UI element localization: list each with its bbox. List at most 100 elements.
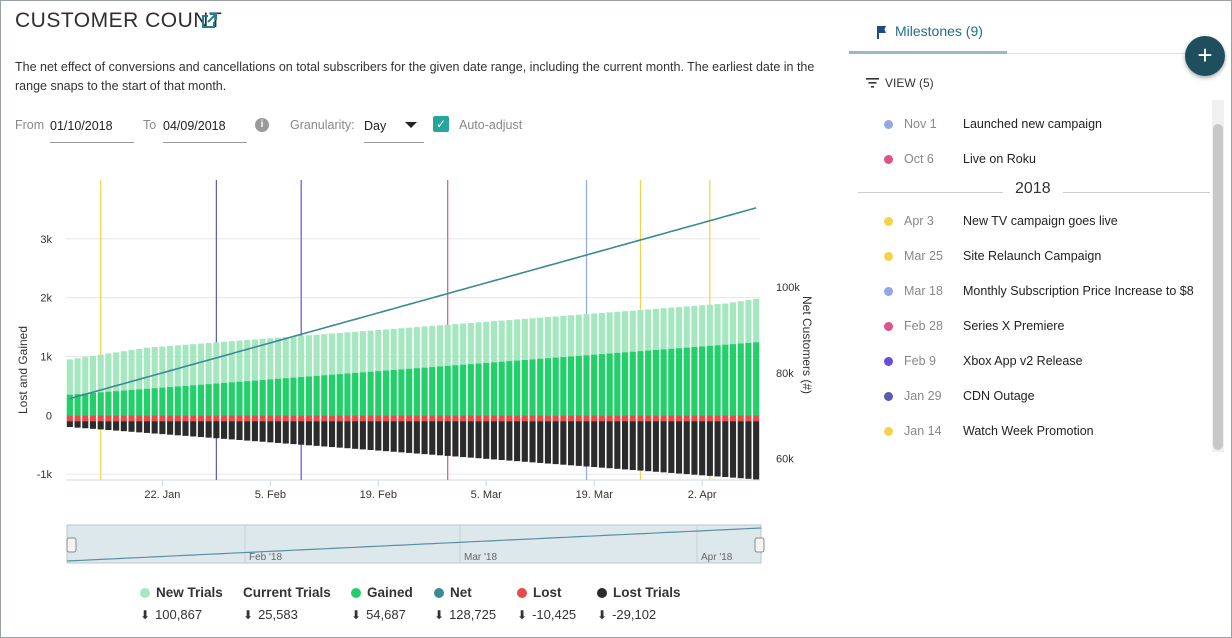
info-icon[interactable]: i <box>255 118 269 132</box>
lost-trials-bar <box>722 421 729 478</box>
right-tick-label: 60k <box>776 454 794 466</box>
gained-bar <box>737 343 744 416</box>
legend-item[interactable]: Current Trials ⬇ 25,583 <box>243 585 331 622</box>
view-filter-label: VIEW (5) <box>885 76 934 90</box>
chart-legend: New Trials ⬇ 100,867 Current Trials ⬇ 25,583 G… <box>140 585 700 630</box>
lost-trials-bar <box>629 421 636 470</box>
milestone-item[interactable]: Feb 9 Xbox App v2 Release <box>858 349 1210 384</box>
lost-bar <box>436 415 444 422</box>
gained-bar <box>213 383 220 416</box>
x-tick-label: 22. Jan <box>144 489 180 501</box>
new-trials-bar <box>205 342 212 416</box>
lost-bar <box>683 415 690 422</box>
gained-bar <box>475 363 482 416</box>
download-icon[interactable]: ⬇ <box>517 607 528 622</box>
gained-bar <box>313 375 320 416</box>
download-icon[interactable]: ⬇ <box>140 607 151 622</box>
legend-item[interactable]: Lost ⬇ -10,425 <box>517 585 576 622</box>
lost-bar <box>529 415 536 422</box>
gained-bar <box>113 391 120 416</box>
x-tick-label: 19. Feb <box>360 489 397 501</box>
legend-item[interactable]: New Trials ⬇ 100,867 <box>140 585 223 622</box>
lost-trials-bar <box>490 421 498 460</box>
gained-bar <box>583 355 590 416</box>
from-date-input[interactable]: 01/10/2018 <box>50 116 134 143</box>
gained-bar <box>336 374 343 416</box>
chevron-down-icon[interactable] <box>405 122 417 128</box>
milestone-item[interactable]: Jan 29 CDN Outage <box>858 384 1210 419</box>
gained-bar <box>521 360 528 416</box>
left-axis-label: Lost and Gained <box>16 326 30 414</box>
left-tick-label: 3k <box>40 234 52 246</box>
lost-trials-bar <box>113 421 120 431</box>
lost-trials-bar <box>560 421 567 465</box>
gained-bar <box>645 350 652 416</box>
milestone-item[interactable]: Jan 14 Watch Week Promotion <box>858 419 1210 454</box>
page-title: CUSTOMER COUNT <box>15 9 223 32</box>
lost-trials-bar <box>591 421 598 468</box>
new-trials-bar <box>244 340 251 416</box>
gained-bar <box>537 358 544 416</box>
gained-bar <box>699 346 706 416</box>
navigator-left-handle[interactable] <box>66 537 77 553</box>
legend-item-label: New Trials <box>156 585 223 600</box>
download-icon[interactable]: ⬇ <box>597 607 608 622</box>
lost-bar <box>328 415 336 422</box>
left-tick-label: 1k <box>40 351 52 363</box>
lost-trials-bar <box>89 421 97 429</box>
lost-trials-bar <box>82 421 89 429</box>
tab-milestones[interactable]: Milestones (9) <box>849 12 1007 54</box>
lost-trials-bar <box>467 421 474 458</box>
auto-adjust-checkbox[interactable]: ✓ <box>433 116 449 132</box>
download-icon[interactable]: ⬇ <box>243 607 254 622</box>
lost-bar <box>444 415 451 422</box>
gained-bar <box>745 342 752 416</box>
lost-bar <box>275 415 282 422</box>
milestone-scrollbar-thumb[interactable] <box>1213 124 1223 450</box>
lost-trials-bar <box>313 421 320 446</box>
navigator-right-handle[interactable] <box>754 537 765 553</box>
new-trials-bar <box>151 347 158 416</box>
gained-bar <box>267 379 274 416</box>
granularity-select[interactable]: Day <box>364 116 424 143</box>
gained-bar <box>97 392 104 416</box>
milestone-date: Jan 29 <box>904 389 942 403</box>
range-navigator[interactable]: Feb '18 Mar '18 Apr '18 <box>60 522 770 567</box>
legend-item[interactable]: Net ⬇ 128,725 <box>434 585 496 622</box>
milestone-item[interactable]: Mar 25 Site Relaunch Campaign <box>858 244 1210 279</box>
legend-item[interactable]: Gained ⬇ 54,687 <box>351 585 413 622</box>
milestone-item[interactable]: Mar 18 Monthly Subscription Price Increas… <box>858 279 1210 314</box>
to-date-input[interactable]: 04/09/2018 <box>163 116 247 143</box>
lost-bar <box>120 415 127 422</box>
legend-item[interactable]: Lost Trials ⬇ -29,102 <box>597 585 681 622</box>
gained-bar <box>490 362 498 416</box>
right-tick-label: 100k <box>776 282 800 294</box>
milestone-item[interactable]: Apr 3 New TV campaign goes live <box>858 209 1210 244</box>
lost-bar <box>413 415 420 422</box>
tab-divider <box>1007 53 1217 54</box>
lost-trials-bar <box>143 421 151 433</box>
lost-bar <box>421 415 428 422</box>
gained-bar <box>552 357 559 416</box>
external-link-icon[interactable] <box>199 11 219 31</box>
milestone-date: Nov 1 <box>904 117 937 131</box>
add-milestone-button[interactable]: + <box>1185 36 1225 76</box>
view-filter-button[interactable]: VIEW (5) <box>866 76 934 90</box>
lost-bar <box>290 415 297 422</box>
milestone-item[interactable]: Feb 28 Series X Premiere <box>858 314 1210 349</box>
customer-count-chart[interactable]: -1k 0 1k 2k 3k 60k 80k 100k 22. Jan 5. Feb 19. F… <box>0 150 840 520</box>
milestone-item[interactable]: Nov 1 Launched new campaign <box>858 112 1210 147</box>
lost-trials-bar <box>367 421 374 450</box>
legend-item-value: 25,583 <box>258 607 298 622</box>
lost-trials-bar <box>74 421 81 428</box>
lost-trials-bar <box>375 421 382 451</box>
download-icon[interactable]: ⬇ <box>434 607 445 622</box>
milestone-item[interactable]: Oct 6 Live on Roku <box>858 147 1210 182</box>
download-icon[interactable]: ⬇ <box>351 607 362 622</box>
gained-bar <box>652 350 659 416</box>
lost-bar <box>298 415 305 422</box>
lost-bar <box>506 415 513 422</box>
lost-bar <box>591 415 598 422</box>
lost-trials-bar <box>205 421 212 438</box>
legend-item-label: Lost Trials <box>613 585 681 600</box>
